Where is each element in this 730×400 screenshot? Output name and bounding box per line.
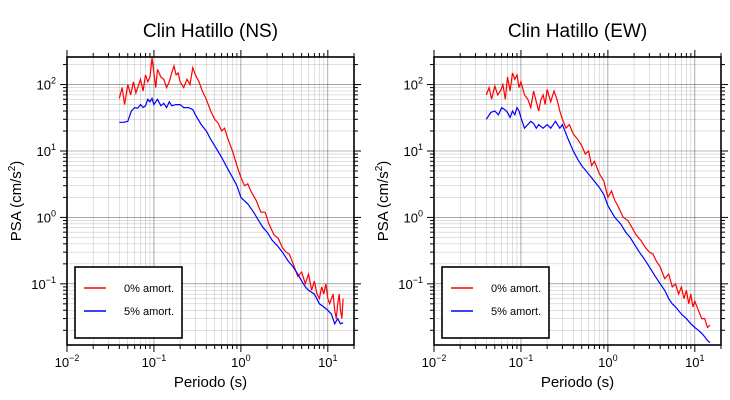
y-tick-label: 102 [404,76,423,93]
legend-box [74,266,183,339]
series-line-0 [118,58,344,319]
y-tick-label: 100 [404,208,423,225]
grid [66,57,355,345]
plot-frame [433,56,722,346]
chart-title: Clin Hatillo (NS) [143,21,278,42]
x-tick-label: 10−1 [509,353,534,370]
series-line-0 [485,72,711,329]
x-tick-label: 100 [231,353,250,370]
x-tick-label: 101 [318,353,337,370]
y-tick-label: 101 [37,142,56,159]
legend-label-0: 0% amort. [124,283,174,295]
y-tick-label: 10−1 [398,275,423,292]
chart-title: Clin Hatillo (EW) [508,21,647,42]
legend-label-1: 5% amort. [124,306,174,318]
x-tick-label: 10−2 [55,353,80,370]
chart-panel-1: 10−2 10−1 100 101 10−1 100 101 102 Clin Hatillo … [374,21,728,391]
plot-frame [66,56,355,346]
y-axis-label: PSA (cm/s2) [374,161,392,242]
x-tick-label: 101 [685,353,704,370]
x-axis-label: Periodo (s) [174,374,247,391]
y-tick-label: 102 [37,76,56,93]
y-axis-label: PSA (cm/s2) [7,161,25,242]
legend-box [441,266,550,339]
x-tick-label: 10−1 [142,353,167,370]
y-tick-label: 100 [37,208,56,225]
x-tick-label: 100 [598,353,617,370]
legend-label-1: 5% amort. [491,306,541,318]
chart-panel-0: 10−2 10−1 100 101 10−1 100 101 102 Clin Hatillo … [7,21,361,391]
legend-label-0: 0% amort. [491,283,541,295]
x-axis-label: Periodo (s) [541,374,614,391]
legend: 0% amort. 5% amort. [74,266,183,339]
x-tick-label: 10−2 [422,353,447,370]
series-line-1 [119,96,344,326]
y-tick-label: 10−1 [31,275,56,292]
series-line-1 [485,106,711,344]
y-tick-label: 101 [404,142,423,159]
legend: 0% amort. 5% amort. [441,266,550,339]
